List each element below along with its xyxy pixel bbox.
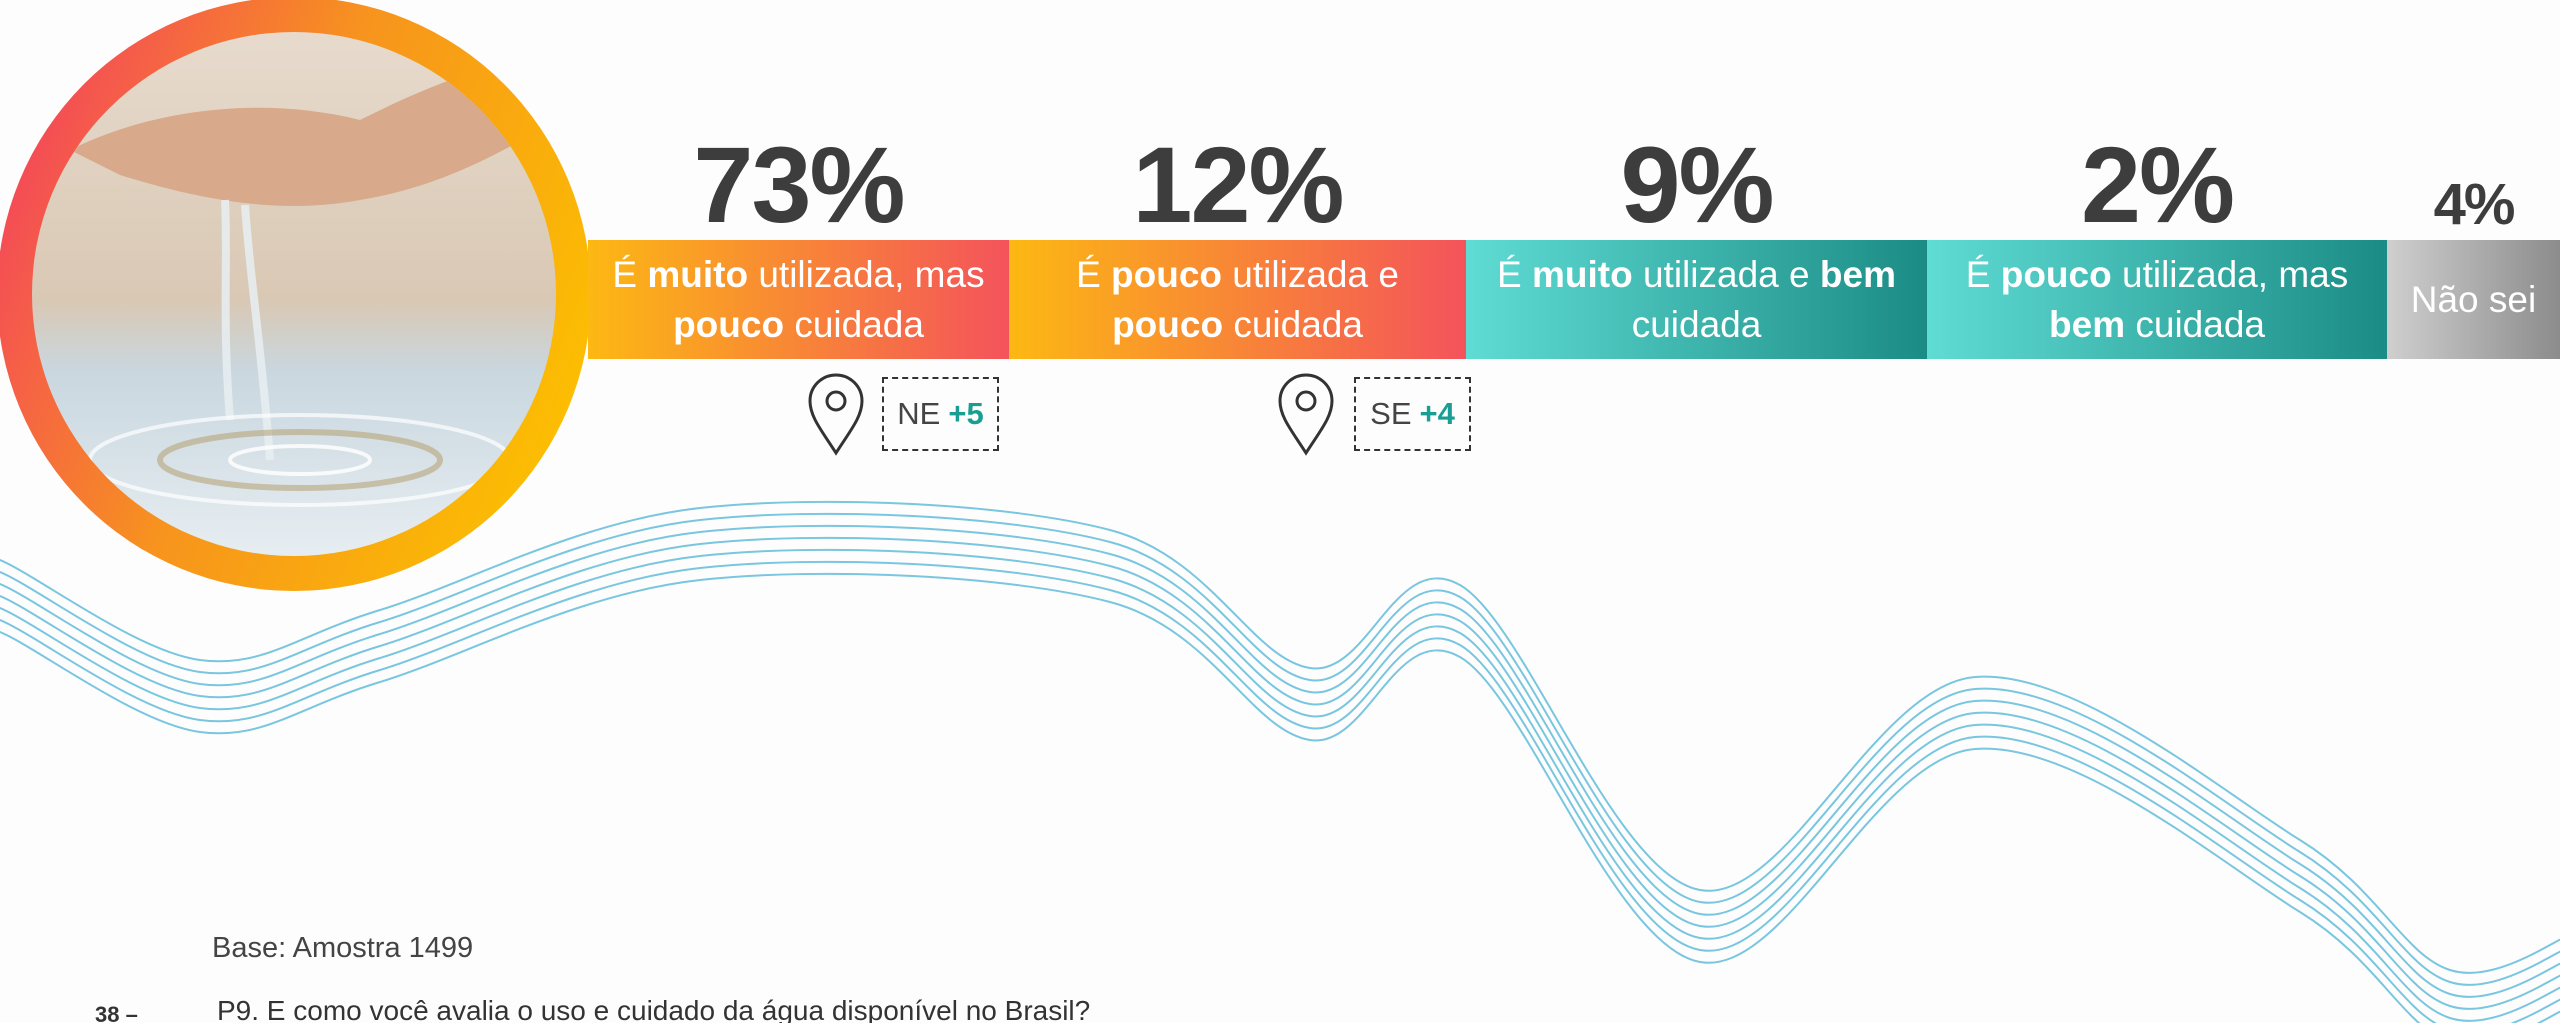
annotation-region: SE	[1370, 396, 1411, 432]
segment: Não sei	[2387, 240, 2560, 359]
value-label: 4%	[2387, 130, 2560, 240]
note: Base: Amostra 1499	[212, 932, 473, 965]
category-label: Não sei	[2411, 275, 2536, 325]
pin-outline	[1280, 375, 1332, 453]
wave-line	[0, 526, 2560, 997]
question: P9. E como você avalia o uso e cuidado d…	[217, 995, 1090, 1023]
segment: É muito utilizada, mas pouco cuidada	[588, 240, 1009, 359]
value-label: 73%	[588, 130, 1009, 240]
wave-line	[0, 514, 2560, 985]
category-label: É muito utilizada, mas pouco cuidada	[610, 250, 987, 350]
location-pin	[806, 373, 866, 457]
annotation: NE+5	[882, 377, 999, 451]
pin-dot	[827, 392, 845, 410]
pin-outline	[810, 375, 862, 453]
annotation-change: +4	[1420, 396, 1455, 432]
annotation: SE+4	[1354, 377, 1471, 451]
segment: É muito utilizada e bem cuidada	[1466, 240, 1927, 359]
value-label: 2%	[1927, 130, 2387, 240]
category-label: É pouco utilizada, mas bem cuidada	[1949, 250, 2365, 350]
segment: É pouco utilizada e pouco cuidada	[1009, 240, 1466, 359]
location-pin	[1276, 373, 1336, 457]
annotation-change: +5	[948, 396, 983, 432]
value-label: 12%	[1009, 130, 1466, 240]
value-label: 9%	[1466, 130, 1927, 240]
category-label: É muito utilizada e bem cuidada	[1488, 250, 1905, 350]
page-number: 38 –	[95, 1002, 138, 1023]
slide: Base: Amostra 1499 P9. E como você avali…	[0, 0, 2560, 1023]
annotation-region: NE	[897, 396, 940, 432]
pin-dot	[1297, 392, 1315, 410]
segment: É pouco utilizada, mas bem cuidada	[1927, 240, 2387, 359]
category-label: É pouco utilizada e pouco cuidada	[1031, 250, 1444, 350]
